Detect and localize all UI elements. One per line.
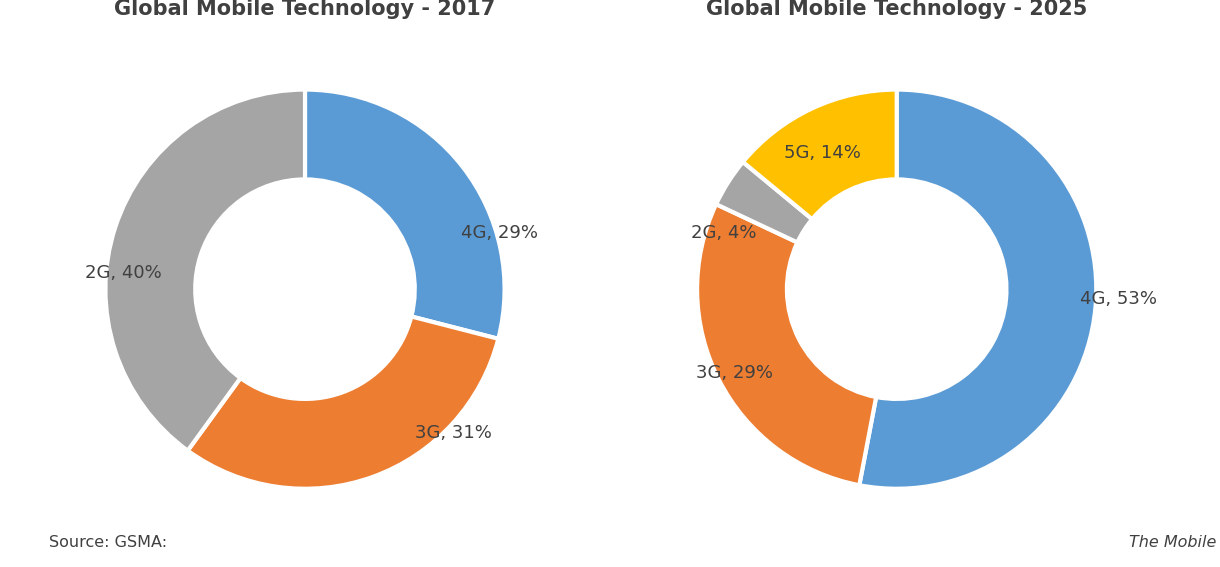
Text: 5G, 14%: 5G, 14% [784, 145, 861, 163]
Wedge shape [716, 162, 813, 243]
Text: 2G, 4%: 2G, 4% [692, 225, 756, 242]
Text: 3G, 29%: 3G, 29% [695, 364, 773, 382]
Title: Global Mobile Technology - 2017: Global Mobile Technology - 2017 [115, 0, 495, 19]
Text: 3G, 31%: 3G, 31% [415, 424, 492, 442]
Title: Global Mobile Technology - 2025: Global Mobile Technology - 2025 [706, 0, 1087, 19]
Text: 4G, 29%: 4G, 29% [461, 225, 538, 242]
Text: 4G, 53%: 4G, 53% [1081, 290, 1158, 308]
Text: The Mobile Economy 2018: The Mobile Economy 2018 [1128, 535, 1220, 550]
Text: Source: GSMA:: Source: GSMA: [49, 535, 172, 550]
Wedge shape [697, 204, 876, 485]
Wedge shape [105, 90, 305, 451]
Wedge shape [305, 90, 505, 339]
Text: 2G, 40%: 2G, 40% [84, 264, 161, 282]
Wedge shape [859, 90, 1097, 489]
Wedge shape [743, 90, 897, 219]
Wedge shape [188, 316, 498, 489]
